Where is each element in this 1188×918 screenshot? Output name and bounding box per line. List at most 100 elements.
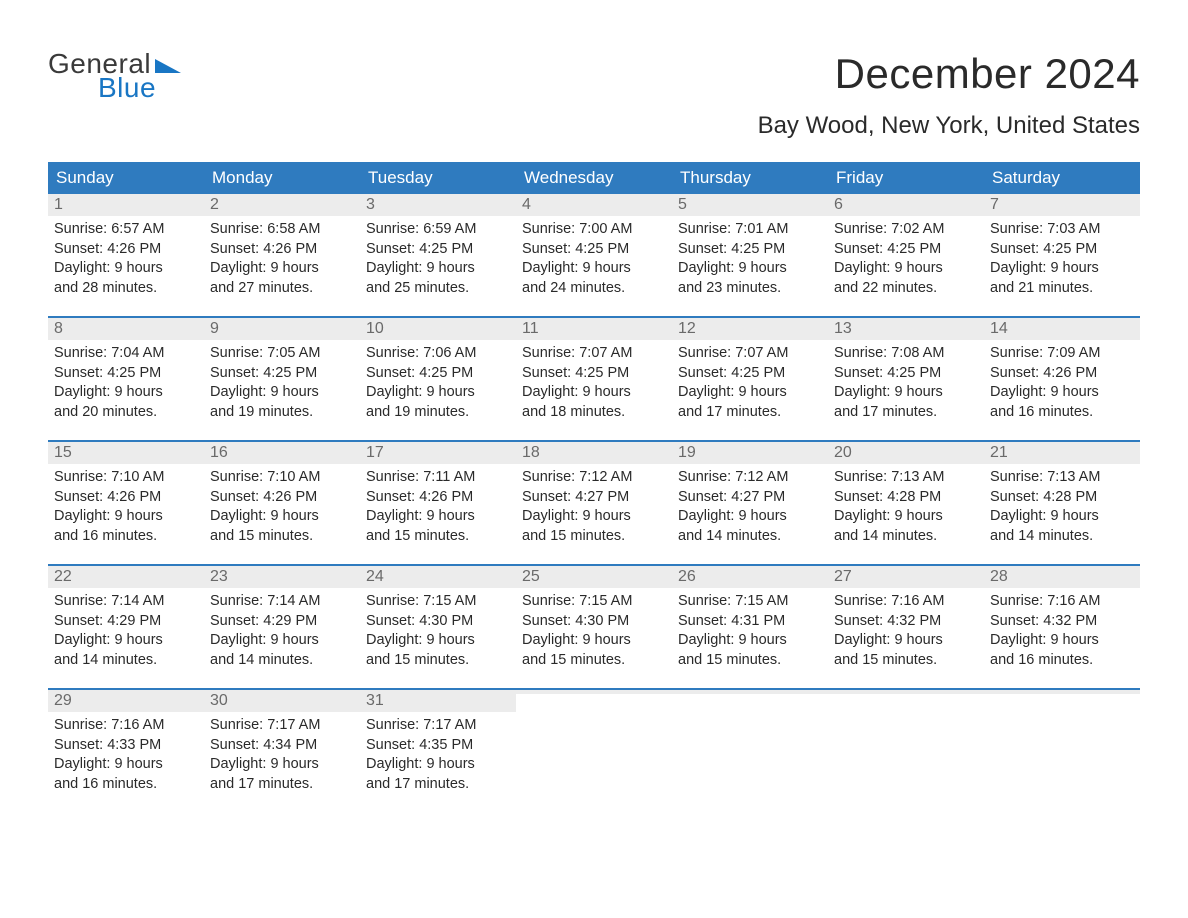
day-cell: 31Sunrise: 7:17 AMSunset: 4:35 PMDayligh… — [360, 690, 516, 812]
day-body: Sunrise: 7:01 AMSunset: 4:25 PMDaylight:… — [672, 216, 828, 306]
day-cell: 29Sunrise: 7:16 AMSunset: 4:33 PMDayligh… — [48, 690, 204, 812]
day-number: 11 — [516, 318, 672, 340]
day-cell: 8Sunrise: 7:04 AMSunset: 4:25 PMDaylight… — [48, 318, 204, 440]
daylight-line-1: Daylight: 9 hours — [54, 507, 198, 527]
daylight-line-1: Daylight: 9 hours — [366, 507, 510, 527]
logo: General Blue — [48, 50, 181, 102]
day-cell: 1Sunrise: 6:57 AMSunset: 4:26 PMDaylight… — [48, 194, 204, 316]
daylight-line-1: Daylight: 9 hours — [522, 259, 666, 279]
day-number: 18 — [516, 442, 672, 464]
sunrise-line: Sunrise: 7:12 AM — [678, 468, 822, 488]
sunrise-line: Sunrise: 7:03 AM — [990, 220, 1134, 240]
day-number: 16 — [204, 442, 360, 464]
day-body: Sunrise: 7:16 AMSunset: 4:32 PMDaylight:… — [984, 588, 1140, 678]
day-cell: 26Sunrise: 7:15 AMSunset: 4:31 PMDayligh… — [672, 566, 828, 688]
day-body: Sunrise: 7:10 AMSunset: 4:26 PMDaylight:… — [204, 464, 360, 554]
day-body: Sunrise: 7:17 AMSunset: 4:35 PMDaylight:… — [360, 712, 516, 802]
day-cell: 5Sunrise: 7:01 AMSunset: 4:25 PMDaylight… — [672, 194, 828, 316]
day-number: 4 — [516, 194, 672, 216]
day-cell: 21Sunrise: 7:13 AMSunset: 4:28 PMDayligh… — [984, 442, 1140, 564]
day-header: Wednesday — [516, 162, 672, 194]
sunset-line: Sunset: 4:25 PM — [210, 364, 354, 384]
sunrise-line: Sunrise: 7:10 AM — [210, 468, 354, 488]
day-cell: 9Sunrise: 7:05 AMSunset: 4:25 PMDaylight… — [204, 318, 360, 440]
daylight-line-2: and 14 minutes. — [210, 651, 354, 671]
day-number — [984, 690, 1140, 694]
day-number: 23 — [204, 566, 360, 588]
week-row: 15Sunrise: 7:10 AMSunset: 4:26 PMDayligh… — [48, 440, 1140, 564]
day-number: 10 — [360, 318, 516, 340]
sunrise-line: Sunrise: 7:14 AM — [54, 592, 198, 612]
week-row: 1Sunrise: 6:57 AMSunset: 4:26 PMDaylight… — [48, 194, 1140, 316]
sunset-line: Sunset: 4:34 PM — [210, 736, 354, 756]
daylight-line-2: and 15 minutes. — [366, 527, 510, 547]
sunrise-line: Sunrise: 7:09 AM — [990, 344, 1134, 364]
daylight-line-2: and 19 minutes. — [210, 403, 354, 423]
daylight-line-1: Daylight: 9 hours — [990, 259, 1134, 279]
daylight-line-1: Daylight: 9 hours — [366, 259, 510, 279]
daylight-line-2: and 15 minutes. — [366, 651, 510, 671]
sunset-line: Sunset: 4:25 PM — [990, 240, 1134, 260]
daylight-line-1: Daylight: 9 hours — [366, 383, 510, 403]
sunrise-line: Sunrise: 7:11 AM — [366, 468, 510, 488]
day-header: Tuesday — [360, 162, 516, 194]
sunset-line: Sunset: 4:28 PM — [834, 488, 978, 508]
day-cell: 23Sunrise: 7:14 AMSunset: 4:29 PMDayligh… — [204, 566, 360, 688]
sunrise-line: Sunrise: 7:15 AM — [678, 592, 822, 612]
sunset-line: Sunset: 4:26 PM — [54, 240, 198, 260]
sunrise-line: Sunrise: 6:57 AM — [54, 220, 198, 240]
day-header: Sunday — [48, 162, 204, 194]
daylight-line-2: and 15 minutes. — [678, 651, 822, 671]
day-body: Sunrise: 7:06 AMSunset: 4:25 PMDaylight:… — [360, 340, 516, 430]
sunset-line: Sunset: 4:25 PM — [522, 240, 666, 260]
week-row: 8Sunrise: 7:04 AMSunset: 4:25 PMDaylight… — [48, 316, 1140, 440]
day-body: Sunrise: 7:14 AMSunset: 4:29 PMDaylight:… — [48, 588, 204, 678]
day-cell — [828, 690, 984, 812]
daylight-line-2: and 17 minutes. — [366, 775, 510, 795]
daylight-line-1: Daylight: 9 hours — [834, 631, 978, 651]
day-number: 9 — [204, 318, 360, 340]
day-body: Sunrise: 7:16 AMSunset: 4:33 PMDaylight:… — [48, 712, 204, 802]
daylight-line-1: Daylight: 9 hours — [54, 259, 198, 279]
day-cell: 25Sunrise: 7:15 AMSunset: 4:30 PMDayligh… — [516, 566, 672, 688]
sunset-line: Sunset: 4:27 PM — [522, 488, 666, 508]
week-row: 29Sunrise: 7:16 AMSunset: 4:33 PMDayligh… — [48, 688, 1140, 812]
daylight-line-1: Daylight: 9 hours — [210, 631, 354, 651]
daylight-line-2: and 16 minutes. — [54, 527, 198, 547]
sunrise-line: Sunrise: 7:08 AM — [834, 344, 978, 364]
day-cell: 10Sunrise: 7:06 AMSunset: 4:25 PMDayligh… — [360, 318, 516, 440]
daylight-line-2: and 14 minutes. — [678, 527, 822, 547]
sunrise-line: Sunrise: 7:07 AM — [522, 344, 666, 364]
daylight-line-2: and 14 minutes. — [990, 527, 1134, 547]
daylight-line-1: Daylight: 9 hours — [210, 507, 354, 527]
sunrise-line: Sunrise: 7:07 AM — [678, 344, 822, 364]
day-number — [516, 690, 672, 694]
day-body: Sunrise: 7:15 AMSunset: 4:30 PMDaylight:… — [360, 588, 516, 678]
sunset-line: Sunset: 4:31 PM — [678, 612, 822, 632]
sunset-line: Sunset: 4:35 PM — [366, 736, 510, 756]
daylight-line-2: and 19 minutes. — [366, 403, 510, 423]
day-cell: 17Sunrise: 7:11 AMSunset: 4:26 PMDayligh… — [360, 442, 516, 564]
day-cell: 11Sunrise: 7:07 AMSunset: 4:25 PMDayligh… — [516, 318, 672, 440]
day-body: Sunrise: 7:08 AMSunset: 4:25 PMDaylight:… — [828, 340, 984, 430]
day-cell: 28Sunrise: 7:16 AMSunset: 4:32 PMDayligh… — [984, 566, 1140, 688]
daylight-line-2: and 15 minutes. — [210, 527, 354, 547]
daylight-line-1: Daylight: 9 hours — [366, 755, 510, 775]
daylight-line-1: Daylight: 9 hours — [210, 383, 354, 403]
day-cell: 30Sunrise: 7:17 AMSunset: 4:34 PMDayligh… — [204, 690, 360, 812]
day-cell: 24Sunrise: 7:15 AMSunset: 4:30 PMDayligh… — [360, 566, 516, 688]
sunrise-line: Sunrise: 7:14 AM — [210, 592, 354, 612]
day-number: 20 — [828, 442, 984, 464]
day-number: 31 — [360, 690, 516, 712]
day-number: 2 — [204, 194, 360, 216]
sunrise-line: Sunrise: 7:13 AM — [990, 468, 1134, 488]
sunset-line: Sunset: 4:26 PM — [366, 488, 510, 508]
logo-flag-icon — [155, 55, 181, 73]
daylight-line-1: Daylight: 9 hours — [834, 259, 978, 279]
sunrise-line: Sunrise: 7:13 AM — [834, 468, 978, 488]
day-cell: 20Sunrise: 7:13 AMSunset: 4:28 PMDayligh… — [828, 442, 984, 564]
day-body: Sunrise: 7:13 AMSunset: 4:28 PMDaylight:… — [984, 464, 1140, 554]
sunset-line: Sunset: 4:25 PM — [834, 364, 978, 384]
daylight-line-2: and 16 minutes. — [990, 651, 1134, 671]
day-body: Sunrise: 7:04 AMSunset: 4:25 PMDaylight:… — [48, 340, 204, 430]
